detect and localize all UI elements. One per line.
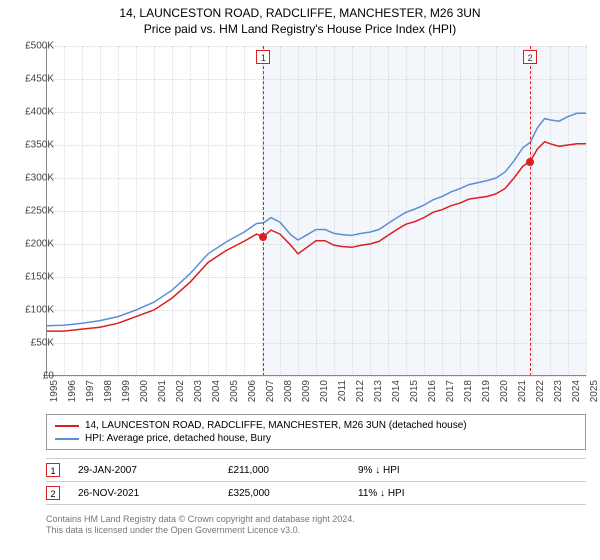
event-index-box: 1: [46, 463, 60, 477]
ytick-label: £50K: [10, 338, 54, 349]
xtick-label: 2003: [193, 380, 204, 402]
ytick-label: £0: [10, 371, 54, 382]
xtick-label: 2000: [139, 380, 150, 402]
xtick-label: 2024: [571, 380, 582, 402]
event-index-box: 2: [46, 486, 60, 500]
line-series-svg: [46, 46, 586, 376]
legend-label-hpi: HPI: Average price, detached house, Bury: [85, 433, 271, 444]
ytick-label: £400K: [10, 107, 54, 118]
ytick-label: £500K: [10, 41, 54, 52]
xtick-label: 1998: [103, 380, 114, 402]
event-table: 1 29-JAN-2007 £211,000 9% ↓ HPI 2 26-NOV…: [46, 458, 586, 505]
event-pct: 11% ↓ HPI: [358, 488, 478, 499]
legend-swatch-hpi: [55, 438, 79, 440]
event-index-cell: 1: [46, 463, 68, 477]
ytick-label: £300K: [10, 173, 54, 184]
xtick-label: 2017: [445, 380, 456, 402]
ytick-label: £350K: [10, 140, 54, 151]
legend: 14, LAUNCESTON ROAD, RADCLIFFE, MANCHEST…: [46, 414, 586, 450]
event-pct: 9% ↓ HPI: [358, 465, 478, 476]
xtick-label: 2019: [481, 380, 492, 402]
event-date: 26-NOV-2021: [78, 488, 218, 499]
title-subtitle: Price paid vs. HM Land Registry's House …: [0, 22, 600, 38]
legend-swatch-property: [55, 425, 79, 427]
marker-index-box: 2: [523, 50, 537, 64]
legend-row-property: 14, LAUNCESTON ROAD, RADCLIFFE, MANCHEST…: [55, 419, 577, 432]
event-date: 29-JAN-2007: [78, 465, 218, 476]
event-row-1: 1 29-JAN-2007 £211,000 9% ↓ HPI: [46, 458, 586, 482]
footer-line2: This data is licensed under the Open Gov…: [46, 525, 586, 536]
gridline-v: [586, 46, 587, 376]
event-price: £211,000: [228, 465, 348, 476]
marker-line: [263, 46, 264, 376]
footer-attribution: Contains HM Land Registry data © Crown c…: [46, 514, 586, 537]
ytick-label: £450K: [10, 74, 54, 85]
xtick-label: 2009: [301, 380, 312, 402]
xtick-label: 1995: [49, 380, 60, 402]
legend-row-hpi: HPI: Average price, detached house, Bury: [55, 432, 577, 445]
chart-area: 12: [46, 46, 586, 376]
xtick-label: 2023: [553, 380, 564, 402]
xtick-label: 2011: [337, 380, 348, 402]
ytick-label: £150K: [10, 272, 54, 283]
xtick-label: 2018: [463, 380, 474, 402]
xtick-label: 2008: [283, 380, 294, 402]
gridline-h: [46, 376, 586, 377]
series-line-hpi: [46, 113, 586, 325]
event-row-2: 2 26-NOV-2021 £325,000 11% ↓ HPI: [46, 482, 586, 505]
footer-line1: Contains HM Land Registry data © Crown c…: [46, 514, 586, 525]
xtick-label: 2014: [391, 380, 402, 402]
xtick-label: 2010: [319, 380, 330, 402]
xtick-label: 2002: [175, 380, 186, 402]
event-price: £325,000: [228, 488, 348, 499]
xtick-label: 2012: [355, 380, 366, 402]
xtick-label: 2004: [211, 380, 222, 402]
marker-dot: [526, 158, 534, 166]
marker-dot: [259, 233, 267, 241]
ytick-label: £250K: [10, 206, 54, 217]
xtick-label: 1999: [121, 380, 132, 402]
title-block: 14, LAUNCESTON ROAD, RADCLIFFE, MANCHEST…: [0, 0, 600, 37]
xtick-label: 2005: [229, 380, 240, 402]
xtick-label: 2021: [517, 380, 528, 402]
xtick-label: 2020: [499, 380, 510, 402]
ytick-label: £100K: [10, 305, 54, 316]
legend-label-property: 14, LAUNCESTON ROAD, RADCLIFFE, MANCHEST…: [85, 420, 467, 431]
marker-index-box: 1: [256, 50, 270, 64]
series-line-property: [46, 142, 586, 331]
xtick-label: 2015: [409, 380, 420, 402]
xtick-label: 2025: [589, 380, 600, 402]
xtick-label: 2001: [157, 380, 168, 402]
xtick-label: 1996: [67, 380, 78, 402]
event-index-cell: 2: [46, 486, 68, 500]
title-address: 14, LAUNCESTON ROAD, RADCLIFFE, MANCHEST…: [0, 6, 600, 22]
chart-container: 14, LAUNCESTON ROAD, RADCLIFFE, MANCHEST…: [0, 0, 600, 560]
xtick-label: 2022: [535, 380, 546, 402]
marker-line: [530, 46, 531, 376]
xtick-label: 2013: [373, 380, 384, 402]
xtick-label: 2016: [427, 380, 438, 402]
ytick-label: £200K: [10, 239, 54, 250]
xtick-label: 2007: [265, 380, 276, 402]
xtick-label: 1997: [85, 380, 96, 402]
xtick-label: 2006: [247, 380, 258, 402]
